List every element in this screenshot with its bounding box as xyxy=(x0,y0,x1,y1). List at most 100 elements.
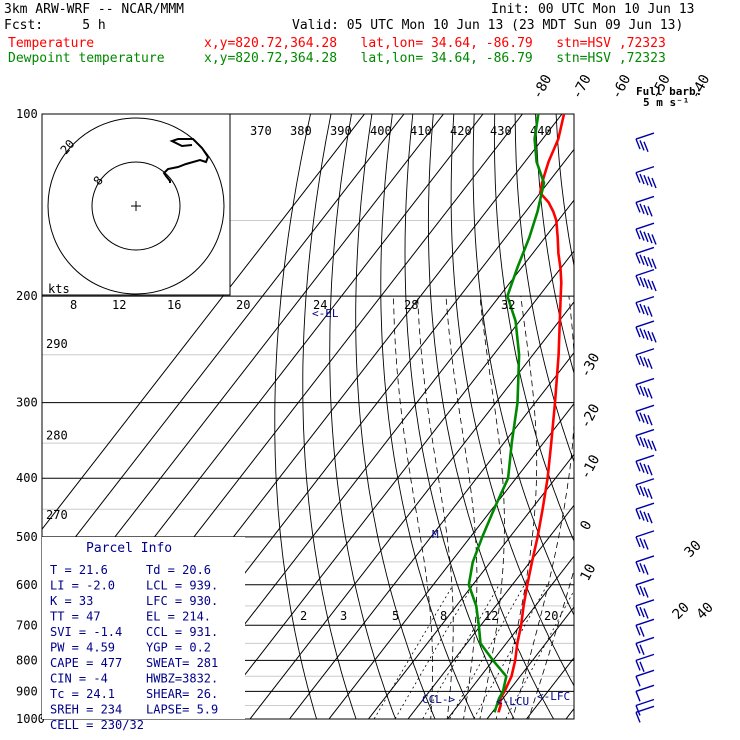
parcel-info-title: Parcel Info xyxy=(86,541,172,556)
wind-barb-flag xyxy=(639,140,645,151)
pressure-tick-label: 100 xyxy=(16,107,38,121)
barb-legend-units: 5 m s⁻¹ xyxy=(643,96,689,109)
wind-barb-flag xyxy=(635,384,641,395)
dry-adiabat xyxy=(450,114,574,687)
wind-barb-staff xyxy=(635,705,655,714)
wind-barb-staff xyxy=(635,502,655,510)
dry-adiabat xyxy=(427,114,555,719)
wind-barb-flag xyxy=(639,462,645,473)
wind-barb-staff xyxy=(635,530,655,538)
wind-barb-staff xyxy=(635,599,655,607)
wind-barb-staff xyxy=(635,348,655,356)
wind-barb-staff xyxy=(635,377,655,386)
wind-barb-flag xyxy=(647,176,653,187)
wind-barb-flag xyxy=(651,177,657,189)
isotherm-line xyxy=(42,114,365,530)
wind-barb xyxy=(635,555,655,575)
forecast-hour: Fcst: 5 h xyxy=(4,18,106,33)
wind-barb-flag xyxy=(639,644,645,656)
wind-barb-flag xyxy=(635,561,641,573)
wind-barb xyxy=(635,669,655,687)
wind-barb-flag xyxy=(635,326,641,338)
parcel-info-right: Td = 20.6 xyxy=(146,563,211,577)
dewpoint-profile xyxy=(467,113,546,713)
wind-barb-flag xyxy=(643,305,649,316)
wind-barb-flag xyxy=(647,439,653,450)
wind-barb-flag xyxy=(635,253,641,264)
dry-adiabat xyxy=(329,114,397,719)
wind-barb-flag xyxy=(635,605,641,617)
level-label-lfc: <-LFC xyxy=(537,690,570,703)
theta-label: 390 xyxy=(330,124,352,138)
pressure-tick-label: 800 xyxy=(16,653,38,667)
dry-adiabat xyxy=(404,114,515,719)
wind-barb-staff xyxy=(635,195,655,204)
wind-barb-flag xyxy=(635,705,641,716)
wind-barb-flag xyxy=(639,585,645,597)
wind-barb-flag xyxy=(651,332,657,343)
barb-legend-title: Full barb: xyxy=(636,85,702,98)
wind-barb-flag xyxy=(647,206,653,217)
dry-adiabat xyxy=(679,114,740,732)
isotherm-label: 40 xyxy=(694,600,717,623)
moist-adiabat xyxy=(393,296,433,719)
isotherm-label: -10 xyxy=(577,452,603,482)
dewpoint-legend-label: Dewpoint temperature xyxy=(8,51,165,66)
hodograph-ring-label: 32 xyxy=(501,298,515,312)
wind-barb-flag xyxy=(635,435,641,446)
parcel-info-left: CAPE = 477 xyxy=(50,656,122,670)
dry-adiabat xyxy=(638,114,740,732)
wind-barb-flag xyxy=(635,202,641,213)
isotherm-label: -80 xyxy=(529,72,555,102)
level-label-lcl: <-LCU xyxy=(496,695,529,708)
wind-barb-flag xyxy=(635,411,641,422)
wind-barb-flag xyxy=(643,231,649,243)
dewpoint-location-info: x,y=820.72,364.28 lat,lon= 34.64, -86.79… xyxy=(204,51,666,66)
parcel-info-left: PW = 4.59 xyxy=(50,641,115,655)
wind-barb-staff xyxy=(635,295,655,304)
level-label-m: M xyxy=(432,528,439,541)
wind-barb-flag xyxy=(635,584,641,596)
wind-barb-flag xyxy=(635,508,641,520)
wind-barb-flag xyxy=(647,465,653,476)
isotherm-line xyxy=(367,453,574,719)
wind-barb-flag xyxy=(639,203,645,215)
wind-barb-flag xyxy=(651,234,657,245)
wind-barb-flag xyxy=(639,254,645,266)
wind-barb-flag xyxy=(639,276,645,288)
wind-barb xyxy=(635,454,655,476)
pressure-tick-label: 200 xyxy=(16,289,38,303)
theta-label: 370 xyxy=(250,124,272,138)
wind-barb-flag xyxy=(639,606,645,618)
dry-adiabat xyxy=(617,114,740,732)
dry-adiabat xyxy=(355,114,436,719)
parcel-info-left: K = 33 xyxy=(50,594,93,608)
wind-barb-staff xyxy=(635,684,655,692)
hodograph-units-label: kts xyxy=(48,282,70,296)
wind-barb-flag xyxy=(639,173,645,185)
dry-adiabat xyxy=(380,114,476,719)
wind-barb-flag xyxy=(647,279,653,290)
isotherm-line xyxy=(328,402,574,719)
dry-adiabat xyxy=(472,114,574,617)
wind-barb-flag xyxy=(643,437,649,449)
wind-barb-staff xyxy=(635,669,655,677)
wind-barb-flag xyxy=(639,328,645,339)
wind-barb-flag xyxy=(635,461,641,472)
wind-barb xyxy=(635,377,655,399)
wind-barb-flag xyxy=(651,280,657,292)
mixing-ratio-label: 20 xyxy=(544,609,558,623)
pressure-tick-label: 500 xyxy=(16,530,38,544)
wind-barb-flag xyxy=(639,626,645,637)
wind-barb-flag xyxy=(647,388,653,399)
wind-barb-flag xyxy=(647,330,653,342)
wind-barb-flag xyxy=(651,440,657,452)
wind-barb-flag xyxy=(635,302,641,313)
wind-barb-flag xyxy=(643,175,649,186)
wind-barb-staff xyxy=(635,165,655,174)
wind-barb xyxy=(635,578,655,598)
parcel-info-left: SREH = 234 xyxy=(50,703,122,717)
dry-adiabat xyxy=(274,114,318,719)
